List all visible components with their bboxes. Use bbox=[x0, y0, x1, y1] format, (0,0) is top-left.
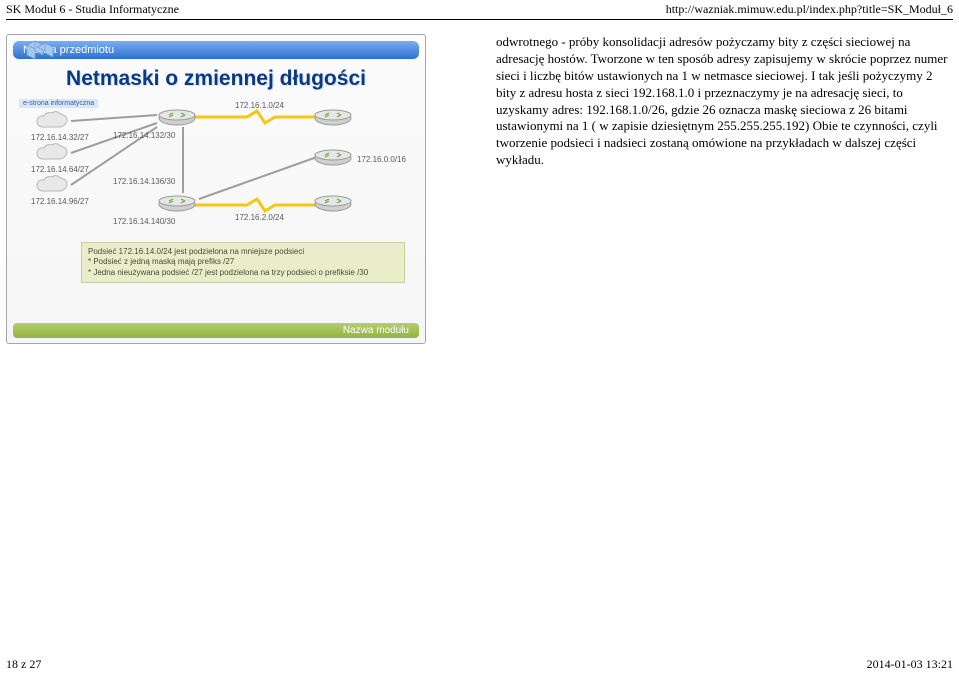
ip-label: 172.16.14.32/27 bbox=[31, 133, 89, 142]
ip-label: 172.16.2.0/24 bbox=[235, 213, 284, 222]
note-line: * Podsieć z jedną maską mają prefiks /27 bbox=[88, 257, 398, 267]
content-area: Nazwa przedmiotu Netmaski o zmiennej dłu… bbox=[0, 34, 959, 344]
ip-label: 172.16.14.136/30 bbox=[113, 177, 175, 186]
note-line: Podsieć 172.16.14.0/24 jest podzielona n… bbox=[88, 247, 398, 257]
router-icon bbox=[313, 109, 353, 127]
ip-label: 172.16.14.132/30 bbox=[113, 131, 175, 140]
ip-label: 172.16.14.96/27 bbox=[31, 197, 89, 206]
ip-label: 172.16.1.0/24 bbox=[235, 101, 284, 110]
slide-thumbnail: Nazwa przedmiotu Netmaski o zmiennej dłu… bbox=[6, 34, 426, 344]
network-diagram: 172.16.14.32/27 172.16.14.64/27 172.16.1… bbox=[17, 97, 415, 307]
header-left: SK Moduł 6 - Studia Informatyczne bbox=[6, 2, 179, 17]
cloud-icon bbox=[35, 143, 71, 165]
ip-label: 172.16.14.140/30 bbox=[113, 217, 175, 226]
cloud-icon bbox=[35, 175, 71, 197]
header-right: http://wazniak.mimuw.edu.pl/index.php?ti… bbox=[666, 2, 953, 17]
router-icon bbox=[313, 195, 353, 213]
page-counter: 18 z 27 bbox=[6, 657, 41, 672]
ip-label: 172.16.0.0/16 bbox=[357, 155, 406, 164]
note-line: * Jedna nieużywana podsieć /27 jest podz… bbox=[88, 268, 398, 278]
slide-note-box: Podsieć 172.16.14.0/24 jest podzielona n… bbox=[81, 242, 405, 283]
page-footer: 18 z 27 2014-01-03 13:21 bbox=[6, 657, 953, 672]
page-timestamp: 2014-01-03 13:21 bbox=[867, 657, 953, 672]
router-icon bbox=[157, 109, 197, 127]
body-paragraph: odwrotnego - próby konsolidacji adresów … bbox=[496, 34, 953, 169]
ip-label: 172.16.14.64/27 bbox=[31, 165, 89, 174]
router-icon bbox=[157, 195, 197, 213]
slide-heading: Netmaski o zmiennej długości bbox=[7, 67, 425, 91]
body-text-column: odwrotnego - próby konsolidacji adresów … bbox=[426, 34, 953, 344]
router-icon bbox=[313, 149, 353, 167]
header-divider bbox=[6, 19, 953, 20]
slide-title-bar: Nazwa przedmiotu bbox=[13, 41, 419, 59]
page-header: SK Moduł 6 - Studia Informatyczne http:/… bbox=[0, 0, 959, 17]
slide-footer-bar: Nazwa modułu bbox=[13, 323, 419, 338]
cloud-icon bbox=[35, 111, 71, 133]
slide-column: Nazwa przedmiotu Netmaski o zmiennej dłu… bbox=[6, 34, 426, 344]
cube-logo-icon bbox=[23, 39, 57, 65]
